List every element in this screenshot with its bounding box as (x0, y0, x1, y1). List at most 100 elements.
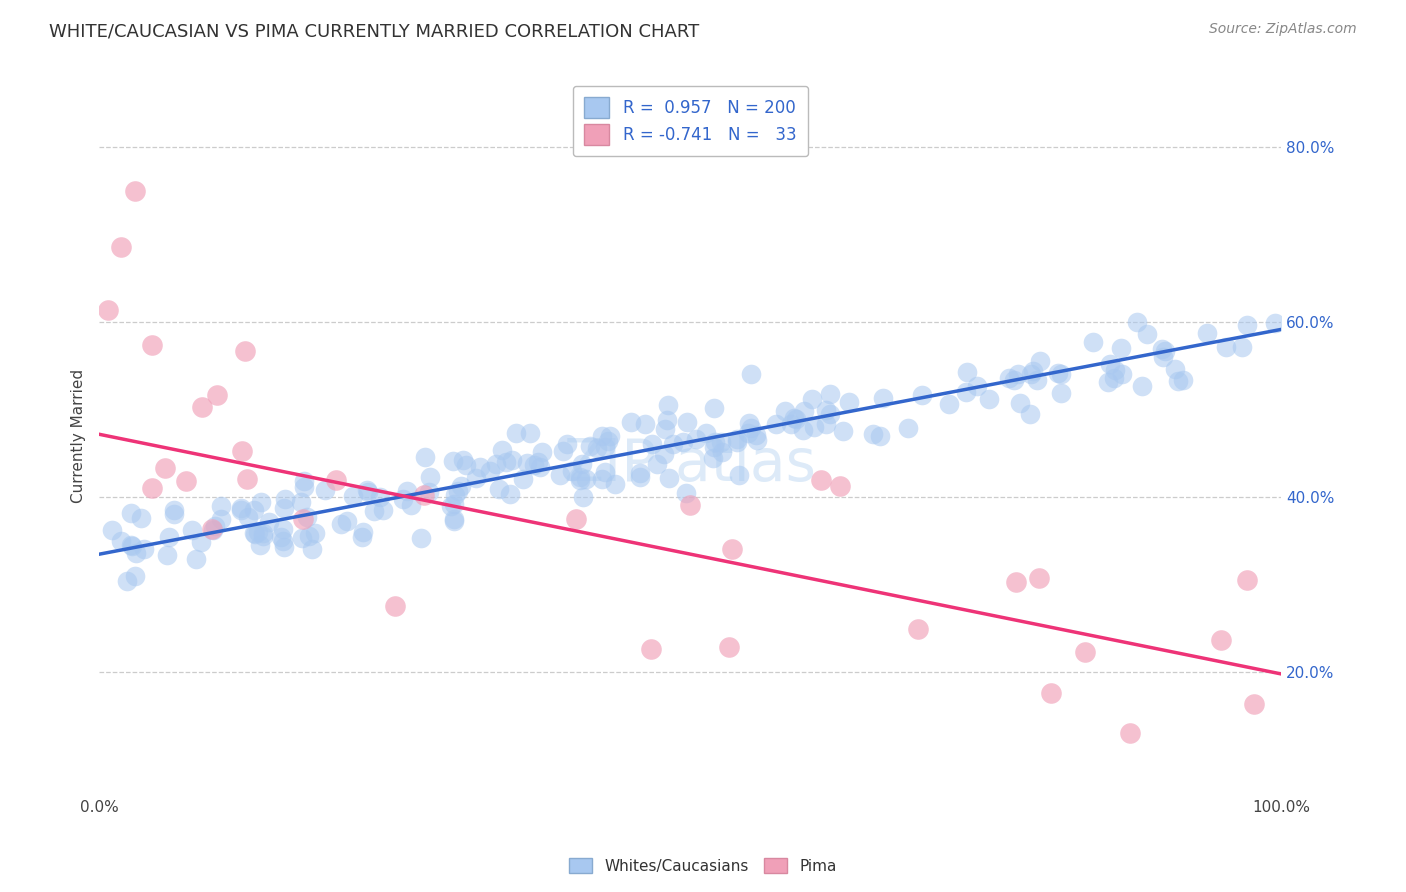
Point (519, 425, 541, 440)
Point (273, 541, 295, 555)
Point (572, 490, 595, 504)
Point (785, 411, 807, 425)
Point (456, 458, 478, 472)
Point (603, 477, 626, 491)
Point (501, 452, 523, 467)
Point (599, 429, 621, 443)
Point (1029, 353, 1052, 368)
Point (418, 484, 440, 499)
Point (257, 515, 280, 529)
Point (124, 184, 146, 198)
Point (101, 523, 124, 537)
Point (129, 511, 152, 525)
Point (725, 432, 748, 446)
Text: Source: ZipAtlas.com: Source: ZipAtlas.com (1209, 22, 1357, 37)
Point (911, 387, 934, 401)
Point (413, 488, 436, 502)
Point (505, 426, 527, 441)
Point (956, 365, 979, 379)
Point (329, 517, 352, 532)
Point (350, 530, 373, 544)
Point (640, 436, 662, 450)
Point (721, 541, 744, 556)
Point (156, 549, 179, 563)
Point (728, 467, 751, 482)
Point (1215, 340, 1237, 354)
Point (872, 392, 894, 406)
Point (679, 499, 702, 513)
Point (658, 470, 681, 484)
Point (578, 439, 600, 453)
Point (273, 491, 295, 506)
Point (1126, 316, 1149, 330)
Point (243, 527, 266, 541)
Point (292, 475, 315, 489)
Point (247, 524, 270, 539)
Point (702, 450, 724, 465)
Point (121, 539, 143, 553)
Point (499, 487, 522, 501)
Point (243, 526, 266, 541)
Point (1019, 367, 1042, 381)
Point (401, 499, 423, 513)
Point (384, 599, 406, 613)
Point (125, 545, 148, 559)
Point (737, 426, 759, 441)
Point (1102, 371, 1125, 385)
Point (115, 574, 138, 589)
Point (273, 500, 295, 515)
Point (1098, 357, 1121, 371)
Point (523, 458, 546, 472)
Point (200, 522, 222, 536)
Point (295, 510, 318, 524)
Point (368, 490, 391, 504)
Point (249, 538, 271, 552)
Point (645, 457, 668, 471)
Point (531, 444, 554, 458)
Point (938, 397, 960, 411)
Point (818, 407, 841, 421)
Point (236, 510, 259, 524)
Point (792, 423, 814, 437)
Point (292, 480, 315, 494)
Point (357, 485, 380, 500)
Point (725, 434, 748, 449)
Point (591, 472, 613, 486)
Point (243, 502, 266, 516)
Point (652, 447, 675, 461)
Point (1195, 326, 1218, 340)
Point (1109, 341, 1132, 355)
Point (1005, 575, 1028, 590)
Point (1111, 367, 1133, 381)
Point (441, 454, 464, 468)
Point (630, 467, 652, 481)
Point (450, 479, 472, 493)
Point (201, 524, 224, 538)
Point (780, 417, 803, 432)
Point (1230, 340, 1253, 354)
Point (832, 424, 855, 438)
Point (1150, 343, 1173, 357)
Point (555, 437, 578, 451)
Point (446, 484, 468, 499)
Point (830, 479, 852, 493)
Point (675, 485, 697, 500)
Point (132, 541, 155, 556)
Point (529, 459, 551, 474)
Point (1028, 571, 1050, 585)
Point (896, 421, 918, 435)
Point (1008, 396, 1031, 410)
Point (1173, 373, 1195, 387)
Point (740, 421, 762, 435)
Point (478, 464, 501, 478)
Point (336, 514, 359, 528)
Point (413, 450, 436, 464)
Point (1209, 632, 1232, 647)
Point (419, 470, 441, 484)
Point (409, 531, 432, 545)
Point (1236, 573, 1258, 587)
Point (634, 417, 657, 431)
Point (443, 512, 465, 526)
Point (548, 467, 571, 482)
Point (97, 302, 120, 317)
